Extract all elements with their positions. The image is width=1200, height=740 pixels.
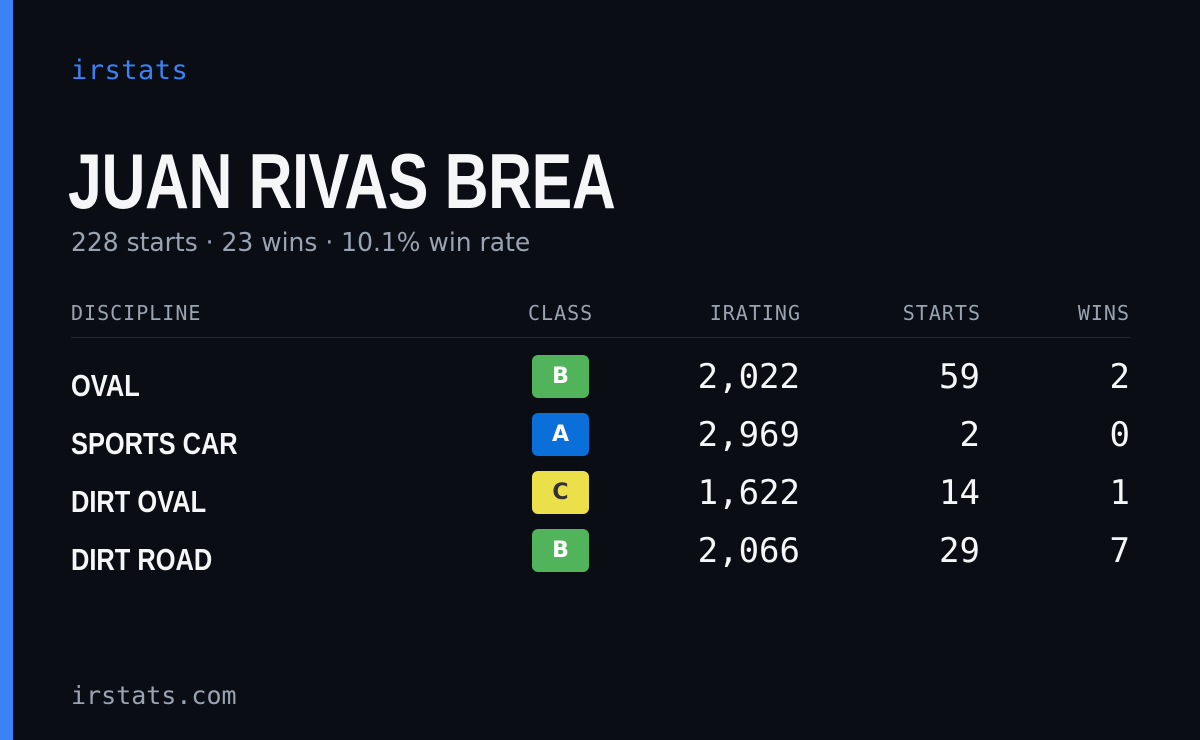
- table-header: DISCIPLINE CLASS IRATING STARTS WINS: [71, 295, 1130, 338]
- class-badge: A: [532, 413, 589, 456]
- table-row: DIRT OVAL C 1,622 14 1: [71, 470, 1130, 528]
- class-badge: B: [532, 355, 589, 398]
- column-header-discipline: DISCIPLINE: [71, 301, 202, 325]
- table-row: SPORTS CAR A 2,969 2 0: [71, 412, 1130, 470]
- irating-value: 2,969: [697, 415, 800, 455]
- column-header-wins: WINS: [1077, 301, 1130, 325]
- wins-value: 1: [1109, 473, 1130, 513]
- wins-value: 0: [1109, 415, 1130, 455]
- wins-value: 2: [1109, 357, 1130, 397]
- stats-table: DISCIPLINE CLASS IRATING STARTS WINS OVA…: [71, 295, 1130, 586]
- starts-value: 59: [939, 357, 980, 397]
- starts-value: 14: [939, 473, 980, 513]
- irating-value: 2,022: [697, 357, 800, 397]
- table-body: OVAL B 2,022 59 2 SPORTS CAR A 2,969 2 0…: [71, 338, 1130, 586]
- irating-value: 2,066: [697, 531, 800, 571]
- starts-value: 2: [959, 415, 980, 455]
- discipline-name: SPORTS CAR: [71, 426, 238, 461]
- irating-value: 1,622: [697, 473, 800, 513]
- starts-value: 29: [939, 531, 980, 571]
- discipline-name: OVAL: [71, 368, 140, 403]
- table-row: OVAL B 2,022 59 2: [71, 354, 1130, 412]
- wins-value: 7: [1109, 531, 1130, 571]
- column-header-irating: IRATING: [709, 301, 801, 325]
- footer-url: irstats.com: [71, 681, 237, 710]
- career-summary: 228 starts · 23 wins · 10.1% win rate: [71, 228, 531, 258]
- class-badge: B: [532, 529, 589, 572]
- brand-logo: irstats: [71, 55, 189, 86]
- accent-bar: [0, 0, 13, 740]
- discipline-name: DIRT ROAD: [71, 542, 213, 577]
- page-title: JUAN RIVAS BREA: [68, 137, 616, 225]
- table-row: DIRT ROAD B 2,066 29 7: [71, 528, 1130, 586]
- class-badge: C: [532, 471, 589, 514]
- discipline-name: DIRT OVAL: [71, 484, 207, 519]
- column-header-starts: STARTS: [902, 301, 981, 325]
- column-header-class: CLASS: [528, 301, 594, 325]
